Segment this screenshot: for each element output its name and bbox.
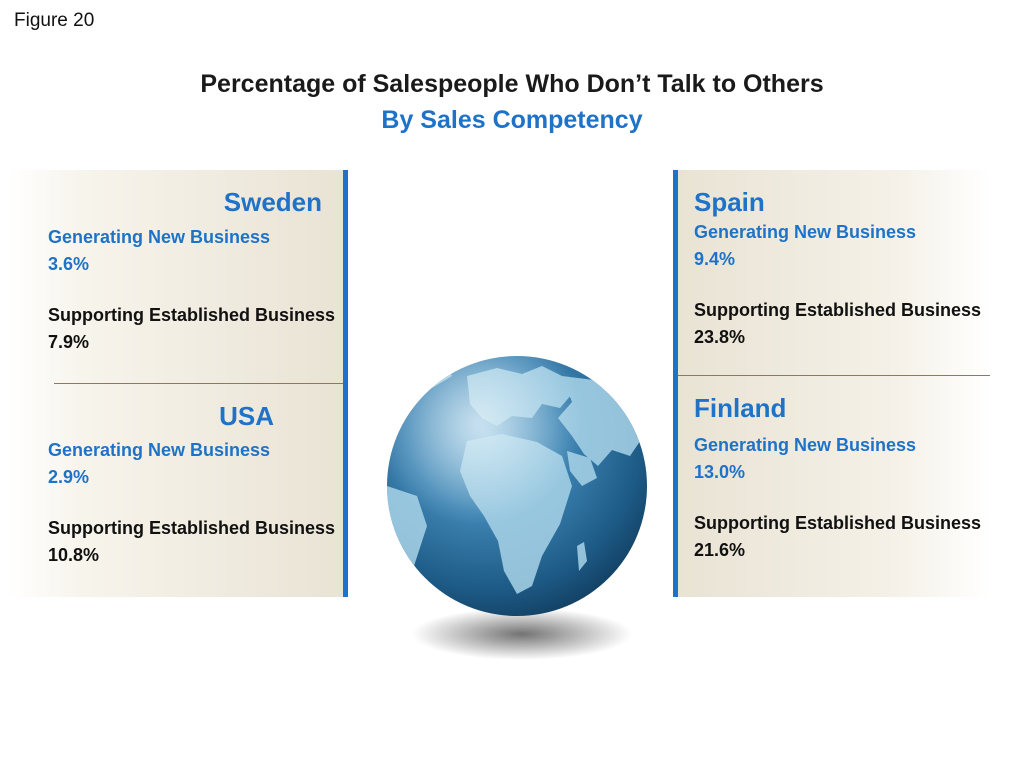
established-business-value: 7.9% [48, 332, 90, 352]
country-name: Spain [694, 187, 765, 217]
page-subtitle: By Sales Competency [381, 106, 643, 134]
established-business-label: Supporting Established Business [48, 305, 336, 325]
new-business-value: 3.6% [48, 254, 90, 274]
new-business-value: 9.4% [694, 249, 736, 269]
left-divider [54, 383, 343, 384]
established-business-label: Supporting Established Business [694, 300, 982, 320]
country-name: Sweden [223, 187, 322, 217]
established-business-label: Supporting Established Business [48, 518, 336, 538]
page-title: Percentage of Salespeople Who Don’t Talk… [200, 70, 824, 98]
new-business-label: Generating New Business [48, 227, 271, 247]
left-accent-bar [343, 170, 348, 597]
right-accent-bar [673, 170, 678, 597]
country-name: USA [219, 401, 274, 431]
established-business-value: 10.8% [48, 545, 100, 565]
right-divider [678, 375, 990, 376]
established-business-value: 23.8% [694, 327, 746, 347]
new-business-label: Generating New Business [48, 440, 271, 460]
country-name: Finland [694, 393, 787, 423]
globe-icon [387, 356, 647, 660]
new-business-value: 2.9% [48, 467, 90, 487]
established-business-value: 21.6% [694, 540, 746, 560]
established-business-label: Supporting Established Business [694, 513, 982, 533]
new-business-value: 13.0% [694, 462, 746, 482]
new-business-label: Generating New Business [694, 435, 917, 455]
figure-label: Figure 20 [14, 10, 95, 31]
new-business-label: Generating New Business [694, 222, 917, 242]
right-panel [678, 170, 990, 597]
